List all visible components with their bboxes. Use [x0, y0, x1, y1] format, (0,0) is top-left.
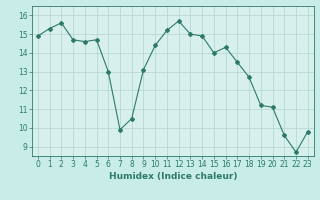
X-axis label: Humidex (Indice chaleur): Humidex (Indice chaleur): [108, 172, 237, 181]
